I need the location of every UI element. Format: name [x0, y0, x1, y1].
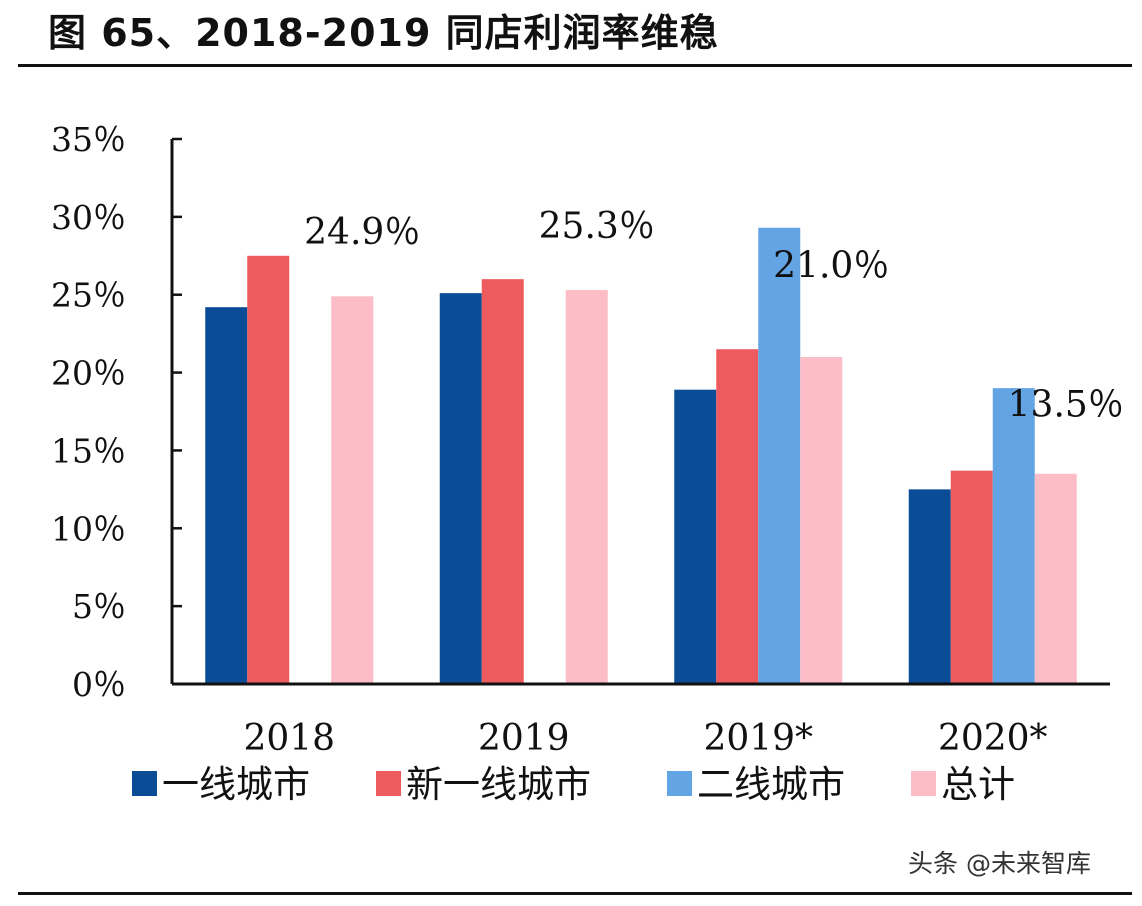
data-label: 24.9％ — [304, 212, 420, 253]
y-tick-label: 5％ — [72, 587, 126, 626]
x-tick-label: 2019* — [703, 718, 813, 759]
bar-4-2 — [565, 290, 608, 684]
bar-1-3 — [674, 389, 717, 684]
bar-3-3 — [758, 227, 801, 684]
x-tick-label: 2019 — [478, 718, 570, 759]
y-tick-label: 35％ — [51, 120, 126, 159]
legend-swatch — [376, 771, 401, 796]
data-label: 13.5％ — [1008, 384, 1124, 425]
y-axis: 0％ 5％ 10％ 15％ 20％ 25％ 30％ 35％ — [51, 120, 182, 704]
bar-1-2 — [439, 293, 482, 684]
y-tick-label: 20％ — [51, 354, 126, 393]
bar-chart: 0％ 5％ 10％ 15％ 20％ 25％ 30％ 35％ 2018 2019 2019* 2020… — [51, 120, 1124, 806]
x-axis: 2018 2019 2019* 2020* — [172, 682, 1110, 759]
bar-2-4 — [950, 470, 993, 684]
bars-group — [205, 227, 1077, 685]
bar-2-3 — [716, 349, 759, 684]
top-rule — [18, 64, 1132, 67]
legend-swatch — [667, 771, 692, 796]
legend-label: 总计 — [941, 763, 1015, 806]
bar-3-4 — [992, 388, 1035, 684]
y-tick-label: 0％ — [72, 665, 126, 704]
y-tick-label: 25％ — [51, 276, 126, 315]
y-tick-label: 15％ — [51, 431, 126, 470]
bar-4-4 — [1034, 473, 1077, 684]
legend: 一线城市 新一线城市 二线城市 总计 — [132, 763, 1015, 806]
data-label: 21.0％ — [773, 246, 889, 287]
legend-label: 一线城市 — [162, 763, 310, 806]
bar-2-1 — [247, 255, 290, 685]
bar-4-3 — [800, 357, 843, 684]
y-tick-label: 30％ — [51, 198, 126, 237]
x-tick-label: 2020* — [938, 718, 1048, 759]
data-label: 25.3％ — [539, 206, 655, 247]
legend-swatch — [132, 771, 157, 796]
bar-1-1 — [205, 307, 248, 684]
legend-swatch — [911, 771, 936, 796]
legend-label: 二线城市 — [697, 763, 845, 806]
bar-4-1 — [331, 296, 374, 684]
x-tick-label: 2018 — [243, 718, 335, 759]
data-labels-group: 24.9％ 25.3％ 21.0％ 13.5％ — [304, 206, 1124, 425]
figure-title: 图 65、2018-2019 同店利润率维稳 — [48, 11, 719, 55]
y-tick-label: 10％ — [51, 509, 126, 548]
bottom-rule — [18, 892, 1132, 895]
legend-label: 新一线城市 — [406, 763, 591, 806]
watermark: 头条 @未来智库 — [908, 849, 1091, 878]
bar-2-2 — [481, 279, 524, 684]
bar-1-4 — [908, 489, 951, 684]
